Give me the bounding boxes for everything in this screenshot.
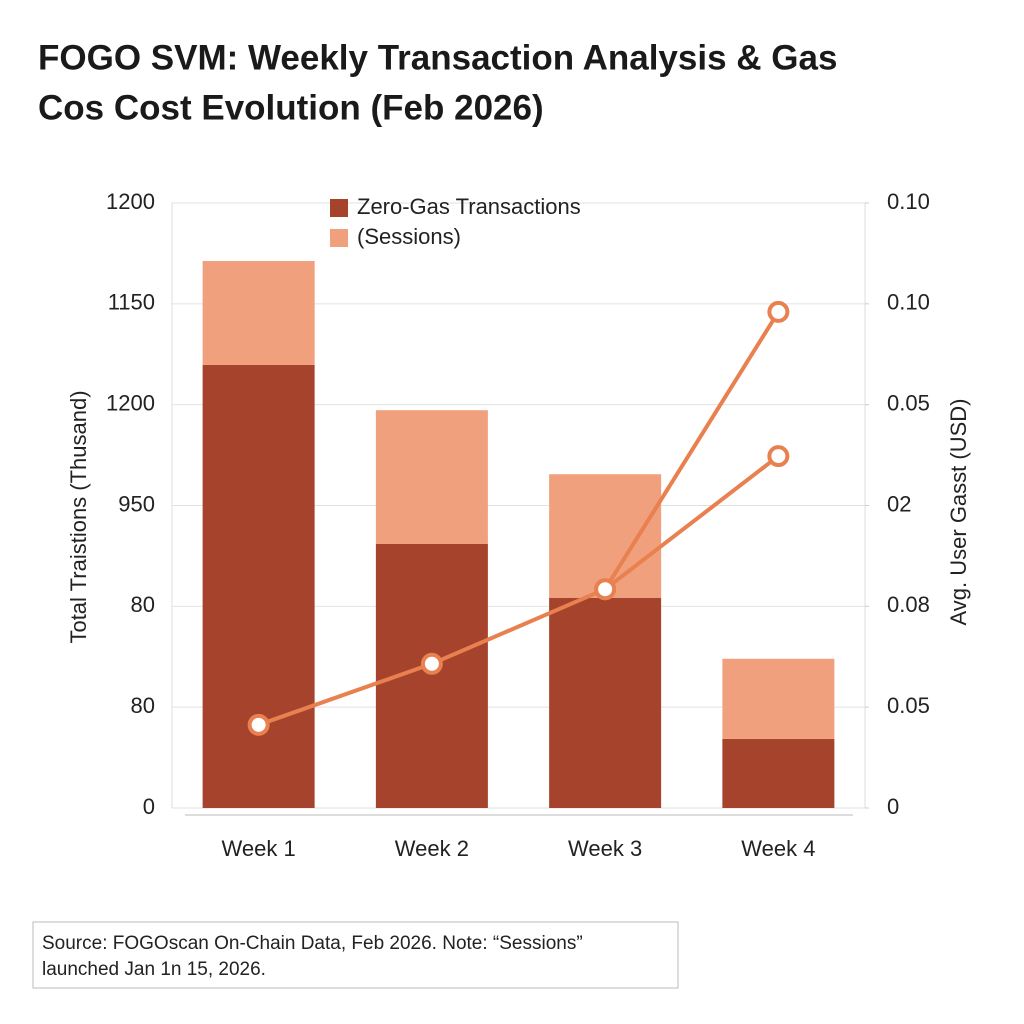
- line-marker: [594, 578, 617, 601]
- y2-tick-label: 0: [887, 794, 899, 819]
- y-tick-label: 0: [143, 794, 155, 819]
- x-tick-label: Week 2: [395, 836, 469, 861]
- line: [257, 454, 780, 727]
- y2-tick-label: 02: [887, 491, 911, 516]
- y2-tick-label: 0.10: [887, 290, 930, 315]
- y2-tick-label: 0.05: [887, 693, 930, 718]
- line-marker: [247, 713, 270, 736]
- y-axis-title: Total Traistions (Thusand): [66, 390, 91, 643]
- y-tick-label: 1150: [108, 290, 155, 315]
- line-marker: [767, 445, 790, 468]
- line-marker: [767, 300, 790, 323]
- y-tick-label: 1200: [106, 390, 155, 415]
- y-tick-label: 80: [131, 693, 155, 718]
- bar: [375, 410, 488, 544]
- y-tick-label: 80: [131, 592, 155, 617]
- bar: [722, 738, 835, 808]
- y2-tick-label: 0.05: [887, 390, 930, 415]
- bar: [549, 474, 662, 598]
- x-tick-label: Week 4: [741, 836, 815, 861]
- legend-label: Zero-Gas Transactions: [357, 194, 581, 219]
- chart-title: FOGO SVM: Weekly Transaction Analysis & …: [38, 38, 837, 77]
- y-tick-label: 950: [118, 491, 155, 516]
- legend-swatch: [330, 199, 348, 217]
- note: launched Jan 1n 15, 2026.: [42, 959, 266, 980]
- bar: [202, 364, 315, 808]
- y2-tick-label: 0.08: [887, 592, 930, 617]
- bar: [549, 597, 662, 808]
- y2-axis-title: Avg. User Gasst (USD): [946, 399, 971, 626]
- line-marker: [420, 652, 443, 675]
- note-box: [32, 921, 679, 989]
- legend-label: (Sessions): [357, 224, 461, 249]
- bar: [202, 260, 315, 365]
- bar: [722, 658, 835, 739]
- x-tick-label: Week 1: [222, 836, 296, 861]
- legend-swatch: [330, 229, 348, 247]
- y-tick-label: 1200: [106, 189, 155, 214]
- x-tick-label: Week 3: [568, 836, 642, 861]
- chart-title: Cos Cost Evolution (Feb 2026): [38, 88, 544, 127]
- y2-tick-label: 0.10: [887, 189, 930, 214]
- note: Source: FOGOscan On-Chain Data, Feb 2026…: [42, 933, 583, 954]
- line: [603, 310, 781, 591]
